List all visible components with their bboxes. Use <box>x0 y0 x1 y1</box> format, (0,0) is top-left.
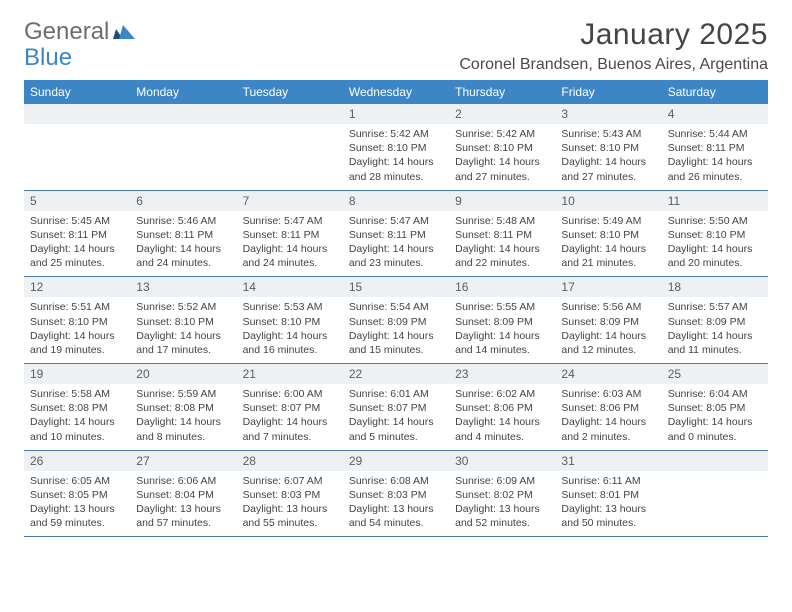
logo-word-1: General <box>24 18 109 46</box>
weekday-header: Wednesday <box>343 80 449 104</box>
day-body-cell: Sunrise: 5:43 AMSunset: 8:10 PMDaylight:… <box>555 124 661 190</box>
day-number-cell: 13 <box>130 277 236 298</box>
day-number-cell: 8 <box>343 190 449 211</box>
day-number-cell: 5 <box>24 190 130 211</box>
weekday-header: Thursday <box>449 80 555 104</box>
day-number-cell: 1 <box>343 104 449 124</box>
weekday-header: Monday <box>130 80 236 104</box>
day-number-cell: 24 <box>555 364 661 385</box>
day-number-cell <box>662 450 768 471</box>
day-body-cell: Sunrise: 6:01 AMSunset: 8:07 PMDaylight:… <box>343 384 449 450</box>
day-number-row: 262728293031 <box>24 450 768 471</box>
day-body-cell <box>662 471 768 537</box>
day-number-cell: 23 <box>449 364 555 385</box>
day-body-cell: Sunrise: 5:58 AMSunset: 8:08 PMDaylight:… <box>24 384 130 450</box>
day-number-row: 19202122232425 <box>24 364 768 385</box>
day-body-cell: Sunrise: 6:05 AMSunset: 8:05 PMDaylight:… <box>24 471 130 537</box>
day-number-cell: 29 <box>343 450 449 471</box>
title-block: January 2025 Coronel Brandsen, Buenos Ai… <box>459 18 768 74</box>
weekday-header-row: Sunday Monday Tuesday Wednesday Thursday… <box>24 80 768 104</box>
day-number-cell: 14 <box>237 277 343 298</box>
day-number-cell: 16 <box>449 277 555 298</box>
day-number-cell: 20 <box>130 364 236 385</box>
day-number-cell: 28 <box>237 450 343 471</box>
day-body-cell: Sunrise: 5:49 AMSunset: 8:10 PMDaylight:… <box>555 211 661 277</box>
day-number-cell: 22 <box>343 364 449 385</box>
day-number-cell: 21 <box>237 364 343 385</box>
day-number-cell: 25 <box>662 364 768 385</box>
day-body-cell: Sunrise: 6:00 AMSunset: 8:07 PMDaylight:… <box>237 384 343 450</box>
weekday-header: Tuesday <box>237 80 343 104</box>
day-body-row: Sunrise: 5:51 AMSunset: 8:10 PMDaylight:… <box>24 297 768 363</box>
logo-word-2: Blue <box>24 44 72 72</box>
day-number-cell: 30 <box>449 450 555 471</box>
weekday-header: Saturday <box>662 80 768 104</box>
day-number-cell: 26 <box>24 450 130 471</box>
day-body-cell: Sunrise: 5:53 AMSunset: 8:10 PMDaylight:… <box>237 297 343 363</box>
day-body-cell: Sunrise: 6:07 AMSunset: 8:03 PMDaylight:… <box>237 471 343 537</box>
day-number-cell: 27 <box>130 450 236 471</box>
day-number-cell: 17 <box>555 277 661 298</box>
day-body-cell: Sunrise: 5:45 AMSunset: 8:11 PMDaylight:… <box>24 211 130 277</box>
month-title: January 2025 <box>459 18 768 52</box>
day-number-cell <box>24 104 130 124</box>
day-body-cell <box>24 124 130 190</box>
day-body-row: Sunrise: 5:45 AMSunset: 8:11 PMDaylight:… <box>24 211 768 277</box>
weekday-header: Sunday <box>24 80 130 104</box>
day-body-cell: Sunrise: 5:55 AMSunset: 8:09 PMDaylight:… <box>449 297 555 363</box>
day-number-cell: 9 <box>449 190 555 211</box>
day-body-cell: Sunrise: 5:47 AMSunset: 8:11 PMDaylight:… <box>343 211 449 277</box>
day-body-cell: Sunrise: 6:09 AMSunset: 8:02 PMDaylight:… <box>449 471 555 537</box>
day-number-cell: 12 <box>24 277 130 298</box>
day-number-row: 12131415161718 <box>24 277 768 298</box>
day-body-cell: Sunrise: 5:46 AMSunset: 8:11 PMDaylight:… <box>130 211 236 277</box>
day-body-row: Sunrise: 5:42 AMSunset: 8:10 PMDaylight:… <box>24 124 768 190</box>
day-body-cell: Sunrise: 5:56 AMSunset: 8:09 PMDaylight:… <box>555 297 661 363</box>
weekday-header: Friday <box>555 80 661 104</box>
day-number-cell: 6 <box>130 190 236 211</box>
day-body-cell: Sunrise: 6:04 AMSunset: 8:05 PMDaylight:… <box>662 384 768 450</box>
page-header: General January 2025 Coronel Brandsen, B… <box>24 18 768 74</box>
day-number-cell: 3 <box>555 104 661 124</box>
day-number-cell: 10 <box>555 190 661 211</box>
day-body-cell: Sunrise: 5:42 AMSunset: 8:10 PMDaylight:… <box>449 124 555 190</box>
day-body-cell: Sunrise: 5:50 AMSunset: 8:10 PMDaylight:… <box>662 211 768 277</box>
logo: General <box>24 18 135 46</box>
day-body-row: Sunrise: 5:58 AMSunset: 8:08 PMDaylight:… <box>24 384 768 450</box>
day-number-cell: 31 <box>555 450 661 471</box>
day-body-cell: Sunrise: 6:02 AMSunset: 8:06 PMDaylight:… <box>449 384 555 450</box>
day-body-cell: Sunrise: 6:06 AMSunset: 8:04 PMDaylight:… <box>130 471 236 537</box>
day-body-cell: Sunrise: 5:44 AMSunset: 8:11 PMDaylight:… <box>662 124 768 190</box>
day-number-cell: 4 <box>662 104 768 124</box>
day-number-cell: 19 <box>24 364 130 385</box>
day-body-cell: Sunrise: 5:59 AMSunset: 8:08 PMDaylight:… <box>130 384 236 450</box>
day-number-row: 567891011 <box>24 190 768 211</box>
logo-mark-icon <box>113 18 135 46</box>
day-body-cell: Sunrise: 5:52 AMSunset: 8:10 PMDaylight:… <box>130 297 236 363</box>
day-body-cell: Sunrise: 5:47 AMSunset: 8:11 PMDaylight:… <box>237 211 343 277</box>
day-body-cell <box>130 124 236 190</box>
location-text: Coronel Brandsen, Buenos Aires, Argentin… <box>459 56 768 74</box>
day-body-cell: Sunrise: 6:08 AMSunset: 8:03 PMDaylight:… <box>343 471 449 537</box>
day-body-cell: Sunrise: 6:11 AMSunset: 8:01 PMDaylight:… <box>555 471 661 537</box>
day-body-cell: Sunrise: 6:03 AMSunset: 8:06 PMDaylight:… <box>555 384 661 450</box>
day-body-cell: Sunrise: 5:57 AMSunset: 8:09 PMDaylight:… <box>662 297 768 363</box>
day-number-cell: 18 <box>662 277 768 298</box>
calendar-body: 1234Sunrise: 5:42 AMSunset: 8:10 PMDayli… <box>24 104 768 537</box>
day-number-row: 1234 <box>24 104 768 124</box>
day-number-cell: 7 <box>237 190 343 211</box>
day-body-cell <box>237 124 343 190</box>
day-number-cell: 2 <box>449 104 555 124</box>
day-body-cell: Sunrise: 5:48 AMSunset: 8:11 PMDaylight:… <box>449 211 555 277</box>
day-body-cell: Sunrise: 5:51 AMSunset: 8:10 PMDaylight:… <box>24 297 130 363</box>
calendar-table: Sunday Monday Tuesday Wednesday Thursday… <box>24 80 768 537</box>
day-number-cell: 15 <box>343 277 449 298</box>
day-body-row: Sunrise: 6:05 AMSunset: 8:05 PMDaylight:… <box>24 471 768 537</box>
day-body-cell: Sunrise: 5:54 AMSunset: 8:09 PMDaylight:… <box>343 297 449 363</box>
day-number-cell: 11 <box>662 190 768 211</box>
day-number-cell <box>237 104 343 124</box>
day-number-cell <box>130 104 236 124</box>
day-body-cell: Sunrise: 5:42 AMSunset: 8:10 PMDaylight:… <box>343 124 449 190</box>
